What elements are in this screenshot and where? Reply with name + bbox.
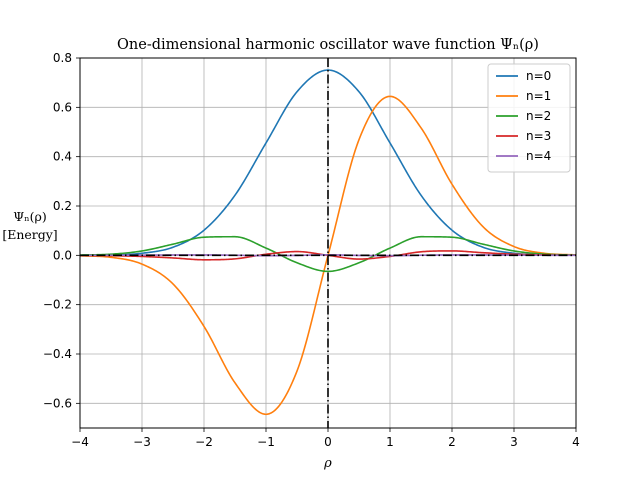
legend-label: n=0 (526, 69, 551, 83)
y-tick-label: 0.0 (53, 248, 72, 262)
y-tick-label: 0.6 (53, 100, 72, 114)
legend-box (487, 63, 571, 173)
x-tick-label: 4 (572, 435, 580, 449)
y-tick-label: −0.4 (43, 347, 72, 361)
x-tick-label: 0 (324, 435, 332, 449)
legend-label: n=4 (526, 149, 551, 163)
x-tick-label: 1 (386, 435, 394, 449)
y-tick-label: 0.4 (53, 150, 72, 164)
chart-title: One-dimensional harmonic oscillator wave… (117, 37, 539, 53)
legend-label: n=3 (526, 129, 551, 143)
x-tick-label: −3 (133, 435, 151, 449)
y-tick-label: 0.8 (53, 51, 72, 65)
y-axis-ticks: −0.6 −0.4 −0.2 0.0 0.2 0.4 0.6 0.8 (43, 51, 80, 410)
legend: n=0 n=1 n=2 n=3 n=4 (487, 63, 571, 173)
series-line-n2 (79, 235, 577, 273)
legend-label: n=1 (526, 89, 551, 103)
reference-lines (80, 58, 576, 428)
y-axis-unit-label: [Energy] (2, 227, 57, 242)
x-tick-label: 3 (510, 435, 518, 449)
x-axis-ticks: −4 −3 −2 −1 0 1 2 3 4 (71, 428, 580, 449)
y-tick-label: 0.2 (53, 199, 72, 213)
x-tick-label: −4 (71, 435, 89, 449)
y-tick-label: −0.6 (43, 396, 72, 410)
y-tick-label: −0.2 (43, 298, 72, 312)
x-tick-label: −1 (257, 435, 275, 449)
x-tick-label: 2 (448, 435, 456, 449)
x-tick-label: −2 (195, 435, 213, 449)
x-axis-label: ρ (323, 456, 332, 471)
y-axis-label: Ψₙ(ρ) (13, 209, 46, 224)
legend-label: n=2 (526, 109, 551, 123)
